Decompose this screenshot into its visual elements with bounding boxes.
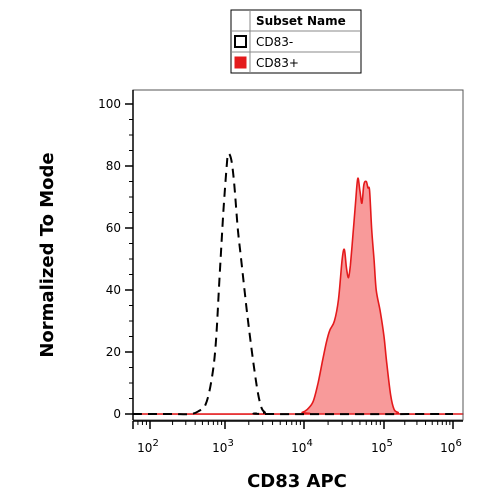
- legend-header: Subset Name: [256, 14, 346, 28]
- y-tick-label: 100: [98, 97, 121, 111]
- y-tick-label: 0: [113, 407, 121, 421]
- legend-swatch-cd83-pos: [234, 56, 247, 69]
- legend-swatch-cd83-neg: [234, 35, 247, 48]
- series-layer: [132, 152, 464, 416]
- y-tick-label: 80: [106, 159, 121, 173]
- series-cd83-neg-line: [132, 152, 454, 416]
- legend-label-cd83-neg: CD83-: [256, 35, 293, 49]
- y-axis-title: Normalized To Mode: [37, 152, 58, 357]
- y-axis: 0 20 40 60 80 100: [98, 90, 134, 421]
- x-axis: 102 103 104 105 106: [132, 420, 463, 455]
- legend-label-cd83-pos: CD83+: [256, 56, 299, 70]
- legend: Subset Name CD83- CD83+: [230, 9, 362, 74]
- plot-frame: [132, 89, 464, 421]
- y-tick-label: 20: [106, 345, 121, 359]
- series-cd83-pos-area: [132, 177, 464, 415]
- x-tick-label: 105: [371, 438, 393, 455]
- y-tick-label: 40: [106, 283, 121, 297]
- legend-border: [230, 9, 362, 74]
- x-tick-label: 102: [137, 438, 159, 455]
- x-tick-label: 104: [291, 438, 313, 455]
- x-tick-label: 106: [440, 438, 462, 455]
- x-axis-title: CD83 APC: [247, 471, 347, 492]
- x-tick-label: 103: [212, 438, 234, 455]
- y-tick-label: 60: [106, 221, 121, 235]
